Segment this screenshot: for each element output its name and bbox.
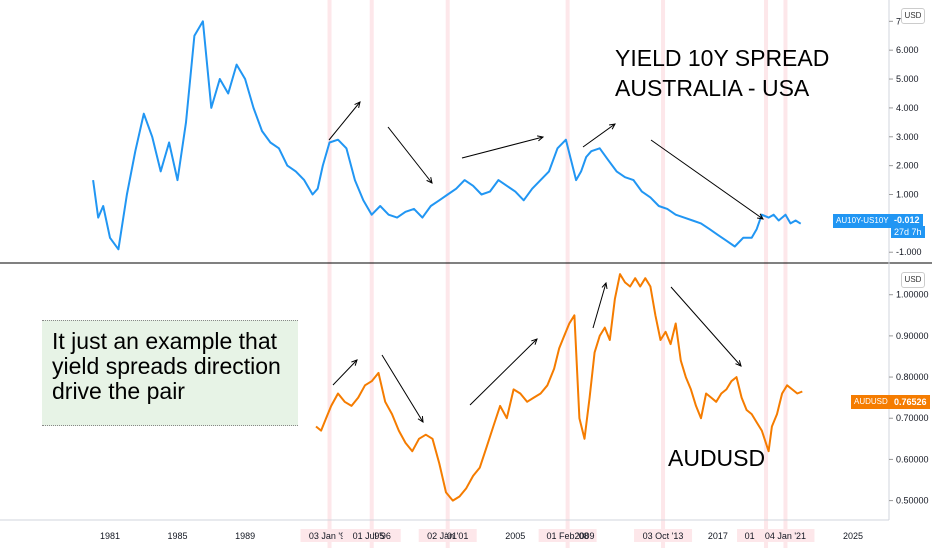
trend-arrow xyxy=(582,123,616,148)
price-tick-label: 3.000 xyxy=(896,132,919,142)
price-tick-label: 2.000 xyxy=(896,161,919,171)
spread-symbol-label: AU10Y-US10Y xyxy=(833,214,892,228)
trend-arrow-head xyxy=(354,101,361,108)
trend-arrow-head xyxy=(537,135,545,142)
time-highlight-bg xyxy=(342,529,401,542)
price-tick-label: 0.60000 xyxy=(896,454,929,464)
pair-line xyxy=(315,273,803,502)
trend-arrow xyxy=(328,101,361,141)
time-highlight-label: 02 Jan '01 xyxy=(427,531,468,541)
price-tick-label: -1.000 xyxy=(896,247,922,257)
trend-arrow xyxy=(387,126,433,184)
price-tick-label: 7 xyxy=(896,16,901,26)
time-highlight-label: 04 Jan '21 xyxy=(765,531,806,541)
time-tick-label: 1989 xyxy=(235,531,255,541)
time-extra-label: '95 xyxy=(373,531,385,541)
chart-subtitle: AUSTRALIA - USA xyxy=(615,75,810,101)
time-tick-label: 2005 xyxy=(505,531,525,541)
trend-arrow-head xyxy=(735,360,742,367)
trend-arrow xyxy=(670,286,742,367)
time-highlight-label: 03 Jan '94 xyxy=(309,531,350,541)
highlight-bands xyxy=(327,0,788,548)
trend-arrow xyxy=(381,354,424,423)
trend-arrow-head xyxy=(417,415,424,423)
time-tick-label: 2025 xyxy=(843,531,863,541)
scale-button-top[interactable]: USD xyxy=(901,8,925,24)
price-tick-label: 1.000 xyxy=(896,190,919,200)
highlight-band xyxy=(369,0,374,548)
highlight-band xyxy=(445,0,450,548)
highlight-band xyxy=(783,0,788,548)
time-tick-label: 1985 xyxy=(168,531,188,541)
price-tick-label: 1.00000 xyxy=(896,290,929,300)
price-tick-label: 6.000 xyxy=(896,45,919,55)
pair-annotation: AUDUSD xyxy=(668,445,765,471)
trend-arrow-head xyxy=(426,177,433,184)
highlight-band xyxy=(661,0,666,548)
time-axis: 1981198519891993200520132017202503 Jan '… xyxy=(100,529,863,542)
price-tick-label: 0.70000 xyxy=(896,413,929,423)
spread-countdown: 27d 7h xyxy=(891,226,925,238)
price-tick-label: 5.000 xyxy=(896,74,919,84)
trend-arrow-head xyxy=(609,123,616,130)
note-line-3: drive the pair xyxy=(52,378,185,404)
price-axis-bottom: 1.00000 0.90000 0.80000 0.70000 0.60000 0.500… xyxy=(889,290,929,506)
spread-last-value: -0.012 xyxy=(891,214,923,226)
trend-arrow xyxy=(461,136,544,159)
pair-last-value: 0.76526 xyxy=(891,395,930,409)
price-tick-label: 0.90000 xyxy=(896,331,929,341)
price-axis-top: 7 6.000 5.000 4.000 3.000 2.000 1.000 -1.000 xyxy=(889,16,922,257)
trend-arrow xyxy=(469,338,538,406)
chart-title: YIELD 10Y SPREAD xyxy=(615,45,829,71)
trend-arrow-head xyxy=(351,359,358,366)
time-tick-label: 1981 xyxy=(100,531,120,541)
highlight-band xyxy=(565,0,570,548)
scale-button-bottom[interactable]: USD xyxy=(901,272,925,288)
pair-symbol-label: AUDUSD xyxy=(851,395,891,409)
highlight-band xyxy=(764,0,769,548)
pair-series xyxy=(315,273,803,502)
time-highlight-label: 03 Oct '13 xyxy=(643,531,684,541)
time-highlight-label: 01 Jul '96 xyxy=(353,531,391,541)
trend-arrow xyxy=(650,139,764,220)
trend-arrow-head xyxy=(601,281,608,289)
time-highlight-bg xyxy=(634,529,693,542)
note-line-1: It just an example that xyxy=(52,328,278,354)
time-highlight-bg xyxy=(418,529,477,542)
trend-arrow xyxy=(592,282,607,329)
time-extra-label: '01 xyxy=(445,531,457,541)
trend-arrows xyxy=(328,101,764,423)
price-tick-label: 0.80000 xyxy=(896,372,929,382)
time-highlight-label: 01 Feb '08 xyxy=(546,531,588,541)
time-highlight-bg xyxy=(756,529,815,542)
price-tick-label: 4.000 xyxy=(896,103,919,113)
time-extra-label: 2009 xyxy=(574,531,594,541)
trend-arrow-head xyxy=(756,213,764,220)
note-annotation: It just an example that yield spreads di… xyxy=(42,320,298,426)
note-line-2: yield spreads direction xyxy=(52,353,281,379)
time-tick-label: 2017 xyxy=(708,531,728,541)
spread-series xyxy=(92,20,802,251)
spread-line xyxy=(92,20,802,251)
time-highlight-bg xyxy=(538,529,597,542)
highlight-band xyxy=(327,0,332,548)
trend-arrow xyxy=(332,359,358,386)
price-tick-label: 0.50000 xyxy=(896,496,929,506)
trend-arrow-head xyxy=(531,338,538,345)
